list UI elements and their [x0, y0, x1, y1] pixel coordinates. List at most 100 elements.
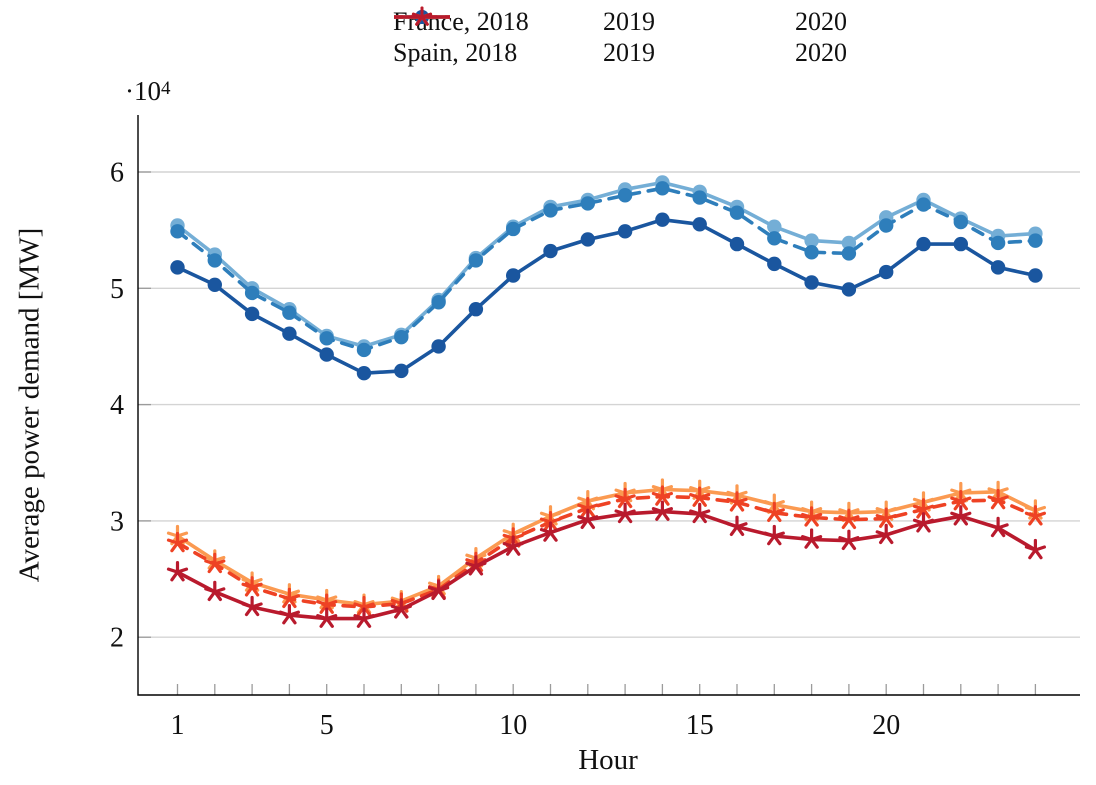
y-axis-multiplier: ·104 — [125, 76, 171, 107]
legend-label: 2019 — [603, 37, 655, 67]
star-marker — [801, 506, 823, 527]
star-marker — [912, 512, 935, 533]
star-marker — [204, 552, 226, 574]
star-marker — [577, 497, 599, 518]
star-marker — [838, 501, 860, 522]
legend-item: 2019 — [394, 8, 795, 35]
x-tick-label: 1 — [171, 710, 185, 741]
star-marker — [726, 491, 748, 512]
circle-marker — [170, 224, 185, 239]
circle-marker — [841, 282, 857, 297]
circle-marker — [729, 205, 745, 220]
legend-row: Spain, 2018 2019 2020 — [393, 6, 945, 68]
y-tick-label: 5 — [110, 274, 124, 305]
star-marker — [204, 580, 226, 602]
star-marker — [950, 505, 972, 526]
x-axis-title: Hour — [578, 744, 638, 776]
star-marker — [875, 507, 897, 528]
circle-marker — [692, 190, 707, 205]
series-line-2019 — [175, 186, 1038, 352]
star-marker — [353, 595, 375, 617]
circle-marker — [767, 219, 782, 234]
star-marker — [950, 481, 972, 503]
star-marker — [428, 579, 450, 600]
star-marker — [987, 488, 1009, 510]
star-marker — [763, 493, 785, 514]
circle-marker — [617, 188, 633, 203]
circle-marker — [767, 231, 782, 246]
star-marker — [353, 607, 375, 628]
star-marker — [241, 576, 263, 597]
star-marker — [651, 485, 673, 506]
series-line-spain-2018 — [175, 487, 1038, 607]
circle-marker — [990, 260, 1006, 275]
circle-marker — [394, 329, 409, 345]
circle-marker — [580, 232, 595, 247]
star-marker — [539, 521, 562, 542]
circle-marker — [729, 236, 745, 252]
star-marker — [875, 523, 897, 545]
circle-marker — [356, 342, 372, 358]
star-marker — [950, 490, 972, 511]
circle-marker — [282, 326, 297, 341]
circle-marker — [394, 363, 409, 379]
star-marker — [465, 555, 487, 576]
circle-marker — [468, 253, 484, 268]
star-marker — [801, 528, 823, 549]
x-tick-label: 5 — [320, 710, 334, 741]
star-marker — [651, 478, 673, 499]
circle-marker — [1028, 233, 1043, 248]
circle-marker — [804, 275, 819, 290]
circle-marker — [431, 339, 446, 354]
star-marker — [241, 595, 263, 617]
circle-marker — [879, 218, 894, 233]
circle-marker — [990, 235, 1006, 251]
circle-marker — [207, 277, 222, 293]
circle-marker — [804, 245, 819, 260]
legend-label: Spain, 2018 — [393, 37, 518, 67]
star-marker — [763, 501, 785, 522]
circle-marker — [767, 256, 782, 272]
star-marker — [838, 529, 860, 550]
y-axis-title: Average power demand [MW] — [13, 227, 46, 583]
star-marker — [316, 607, 338, 628]
circle-marker — [692, 217, 707, 232]
x-tick-label: 20 — [872, 710, 900, 741]
circle-marker — [319, 331, 334, 346]
circle-marker — [916, 236, 931, 252]
x-tick-label: 10 — [499, 710, 527, 741]
circle-marker — [431, 295, 446, 310]
y-tick-label: 2 — [110, 623, 124, 654]
star-marker — [1024, 505, 1046, 526]
circle-marker — [244, 306, 260, 322]
legend: France, 2018 2019 2020 Spain, 2018 2019 2020 — [393, 6, 945, 68]
legend-label: 2020 — [795, 37, 847, 67]
y-tick-label: 3 — [110, 506, 124, 537]
multiplier-base: ·10 — [125, 76, 161, 106]
circle-marker — [879, 264, 894, 280]
circle-marker — [506, 268, 521, 283]
circle-marker — [953, 214, 968, 230]
star-marker — [726, 515, 748, 536]
circle-marker — [319, 347, 334, 362]
legend-label: 2020 — [795, 6, 847, 36]
star-marker — [987, 480, 1009, 502]
star-marker — [726, 484, 748, 505]
star-marker — [651, 500, 673, 521]
axis-spine — [137, 115, 1080, 696]
star-marker — [838, 508, 860, 529]
star-marker — [912, 491, 935, 512]
circle-marker — [468, 302, 484, 317]
star-marker — [539, 511, 562, 532]
star-marker — [577, 490, 599, 511]
star-marker — [1024, 538, 1046, 560]
legend-item: Spain, 2018 — [393, 6, 603, 67]
multiplier-exponent: 4 — [161, 78, 171, 99]
circle-marker — [543, 243, 558, 259]
legend-item: 2020 — [394, 6, 945, 67]
circle-marker — [244, 285, 260, 301]
y-tick-label: 4 — [110, 390, 124, 421]
star-marker — [875, 500, 897, 521]
